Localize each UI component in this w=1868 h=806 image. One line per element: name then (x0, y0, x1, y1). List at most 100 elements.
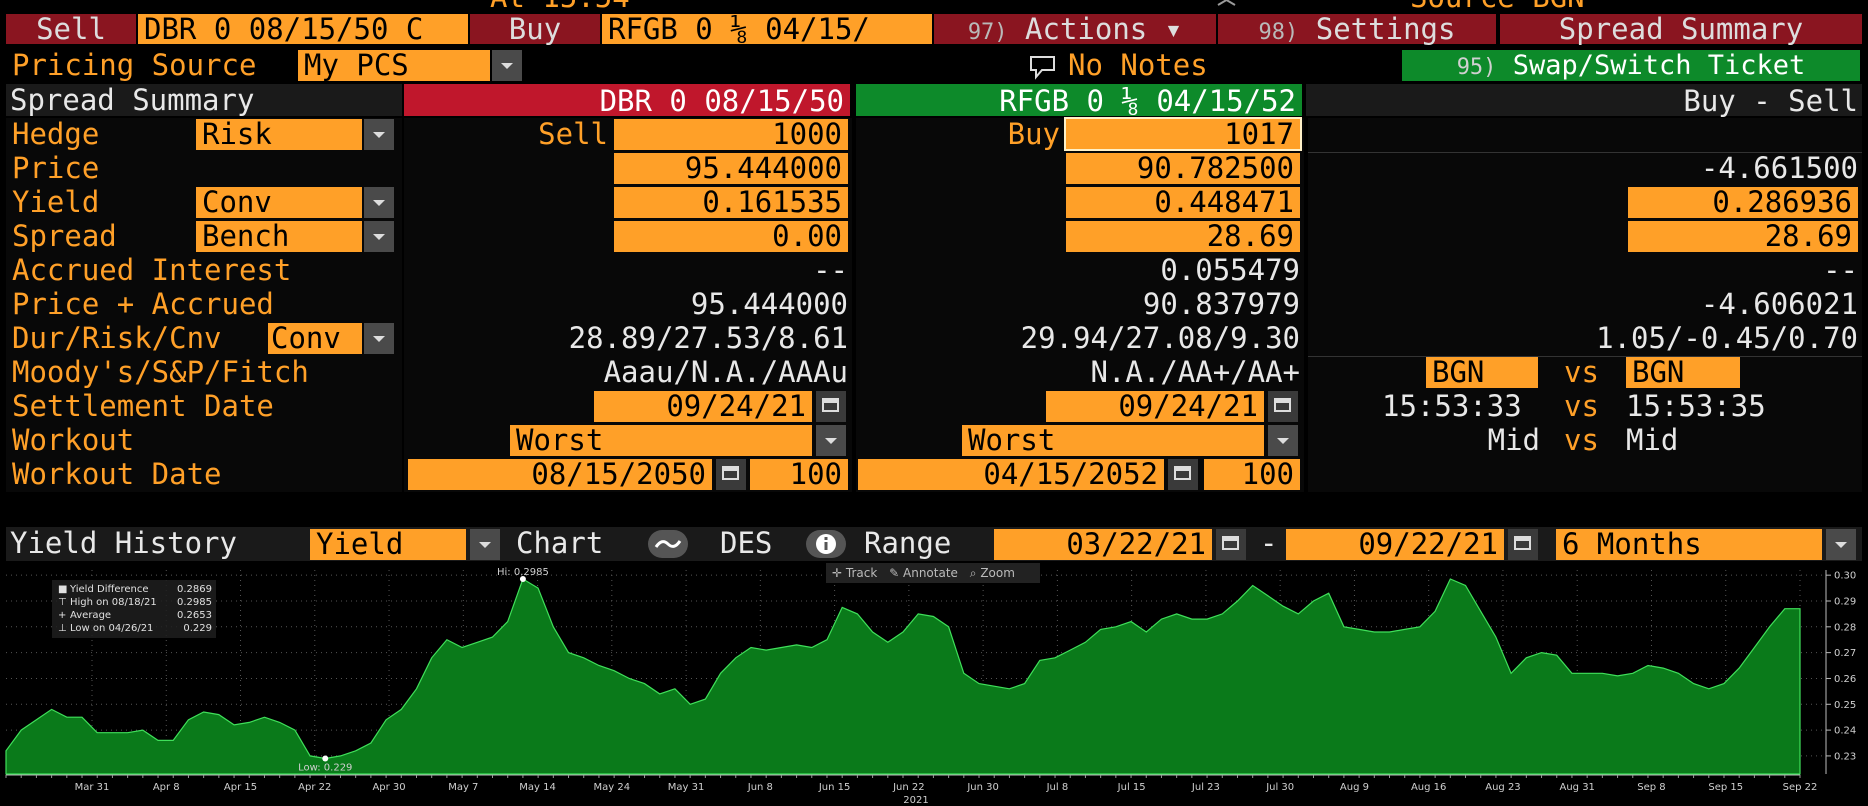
sell-amount-field[interactable]: 1000 (614, 119, 848, 150)
legend-label: Average (70, 610, 112, 621)
period-field[interactable]: 6 Months (1556, 529, 1822, 560)
zoom-icon[interactable]: ⌕ (969, 566, 977, 580)
low-annotation: Low: 0.229 (298, 763, 352, 774)
sell-settlement-field[interactable]: 09/24/21 (594, 391, 812, 422)
annotate-tool[interactable]: Annotate (903, 566, 958, 580)
chart-annotations: Hi: 0.2985 Low: 0.229 (298, 567, 549, 773)
sell-workout-price-field[interactable]: 100 (750, 459, 848, 490)
legend-value: 0.229 (183, 623, 212, 634)
x-tick-label: Aug 16 (1411, 782, 1446, 793)
pricing-source-field[interactable]: My PCS (298, 50, 490, 81)
info-icon[interactable] (806, 530, 846, 558)
spread-field[interactable]: Bench (196, 221, 362, 252)
spread-dropdown[interactable] (364, 221, 394, 252)
buy-workout-date-field[interactable]: 04/15/2052 (858, 459, 1164, 490)
spread-summary-button[interactable]: Spread Summary (1500, 14, 1862, 44)
x-tick-label: Jun 30 (966, 782, 999, 793)
range-from-field[interactable]: 03/22/21 (994, 529, 1212, 560)
buy-price-field[interactable]: 90.782500 (1066, 153, 1300, 184)
settings-number: 98) (1258, 20, 1299, 45)
hedge-field[interactable]: Risk (196, 119, 362, 150)
legend-row: ⊤ High on 08/18/21 0.2985 (58, 596, 212, 609)
vs-label-3: vs (1564, 423, 1599, 457)
buy-settlement-calendar-icon[interactable] (1268, 391, 1298, 422)
source-right-field[interactable]: BGN (1626, 357, 1740, 388)
yield-history-title: Yield History (10, 526, 237, 560)
buy-settlement-field[interactable]: 09/24/21 (1046, 391, 1264, 422)
sell-price-field[interactable]: 95.444000 (614, 153, 848, 184)
legend-label: High on 08/18/21 (70, 597, 157, 608)
pricing-source-dropdown[interactable] (492, 50, 522, 81)
range-from-calendar-icon[interactable] (1216, 529, 1246, 560)
sell-workout-date-calendar-icon[interactable] (716, 459, 746, 490)
buy-security-field[interactable]: RFGB 0 ⅛ 04/15/ (602, 14, 932, 44)
period-dropdown[interactable] (1826, 529, 1856, 560)
x-tick-label: Jun 8 (747, 782, 773, 793)
buy-amount-field[interactable]: 1017 (1064, 117, 1302, 151)
sell-yield-field[interactable]: 0.161535 (614, 187, 848, 218)
chart-type-icon[interactable] (648, 530, 688, 558)
vs-label-2: vs (1564, 389, 1599, 423)
swap-switch-ticket-button[interactable]: 95) Swap/Switch Ticket (1402, 50, 1860, 81)
track-tool[interactable]: Track (845, 566, 878, 580)
legend-symbol: + (58, 610, 67, 621)
y-axis: 0.23 0.24 0.25 0.26 0.27 0.28 0.29 0.30 (1825, 570, 1856, 774)
x-tick-label: Jul 15 (1117, 782, 1146, 793)
x-tick-label: Apr 8 (153, 782, 180, 793)
buy-security-header: RFGB 0 ⅛ 04/15/52 (856, 84, 1302, 118)
des-label[interactable]: DES (720, 526, 773, 560)
source-left-field[interactable]: BGN (1426, 357, 1538, 388)
x-tick-label: May 31 (668, 782, 705, 793)
yield-dropdown[interactable] (364, 187, 394, 218)
zoom-tool[interactable]: Zoom (980, 566, 1015, 580)
mid-right: Mid (1626, 423, 1679, 457)
actions-number: 97) (967, 20, 1008, 45)
sell-settlement-calendar-icon[interactable] (816, 391, 846, 422)
track-icon[interactable]: ✛ (832, 566, 843, 580)
sell-security-field[interactable]: DBR 0 08/15/50 C (138, 14, 468, 44)
workout-date-label: Workout Date (12, 457, 222, 491)
annotate-icon[interactable]: ✎ (889, 566, 900, 580)
settings-label: Settings (1315, 12, 1456, 46)
buy-workout-price-field[interactable]: 100 (1204, 459, 1300, 490)
settings-button[interactable]: 98) Settings (1218, 12, 1496, 46)
dur-dropdown[interactable] (364, 323, 394, 354)
yield-field[interactable]: Conv (196, 187, 362, 218)
hedge-dropdown[interactable] (364, 119, 394, 150)
buy-dur-value: 29.94/27.08/9.30 (1020, 321, 1300, 355)
history-field-select[interactable]: Yield (310, 529, 466, 560)
ratings-label: Moody's/S&P/Fitch (12, 355, 309, 389)
buy-workout-date-calendar-icon[interactable] (1168, 459, 1198, 490)
price-label: Price (12, 151, 100, 185)
swap-number: 95) (1456, 55, 1497, 80)
high-marker (519, 576, 526, 583)
buy-spread-field[interactable]: 28.69 (1066, 221, 1300, 252)
actions-button[interactable]: 97) Actions ▾ (934, 14, 1216, 45)
legend-label: Yield Difference (70, 584, 149, 595)
sell-workout-field[interactable]: Worst (510, 425, 812, 456)
buy-workout-dropdown[interactable] (1268, 425, 1298, 456)
close-icon[interactable] (1215, 0, 1241, 8)
buy-button[interactable]: Buy (470, 14, 600, 44)
buy-workout-field[interactable]: Worst (962, 425, 1264, 456)
chart-label: Chart (516, 526, 604, 560)
range-to-field[interactable]: 09/22/21 (1286, 529, 1504, 560)
dur-field[interactable]: Conv (268, 323, 362, 354)
legend-label: Low on 04/26/21 (70, 623, 154, 634)
diff-price-accrued-value: -4.606021 (1700, 287, 1858, 321)
sell-workout-date-field[interactable]: 08/15/2050 (408, 459, 712, 490)
sell-price-accrued-value: 95.444000 (690, 287, 848, 321)
sell-spread-field[interactable]: 0.00 (614, 221, 848, 252)
legend-value: 0.2985 (177, 597, 212, 608)
chart-tools: ✛ Track ✎ Annotate ⌕ Zoom (826, 563, 1040, 583)
sell-workout-dropdown[interactable] (816, 425, 846, 456)
range-to-calendar-icon[interactable] (1508, 529, 1538, 560)
buy-yield-field[interactable]: 0.448471 (1066, 187, 1300, 218)
sell-button[interactable]: Sell (6, 14, 136, 44)
yield-history-chart[interactable]: Mar 31 Apr 8 Apr 15 Apr 22 Apr 30 May 7 May 14… (0, 562, 1868, 806)
history-field-dropdown[interactable] (470, 529, 500, 560)
yield-label: Yield (12, 185, 100, 219)
x-tick-label: Sep 15 (1708, 782, 1743, 793)
legend-symbol: ⊥ (58, 623, 67, 634)
notes-label[interactable]: No Notes (1068, 48, 1208, 82)
